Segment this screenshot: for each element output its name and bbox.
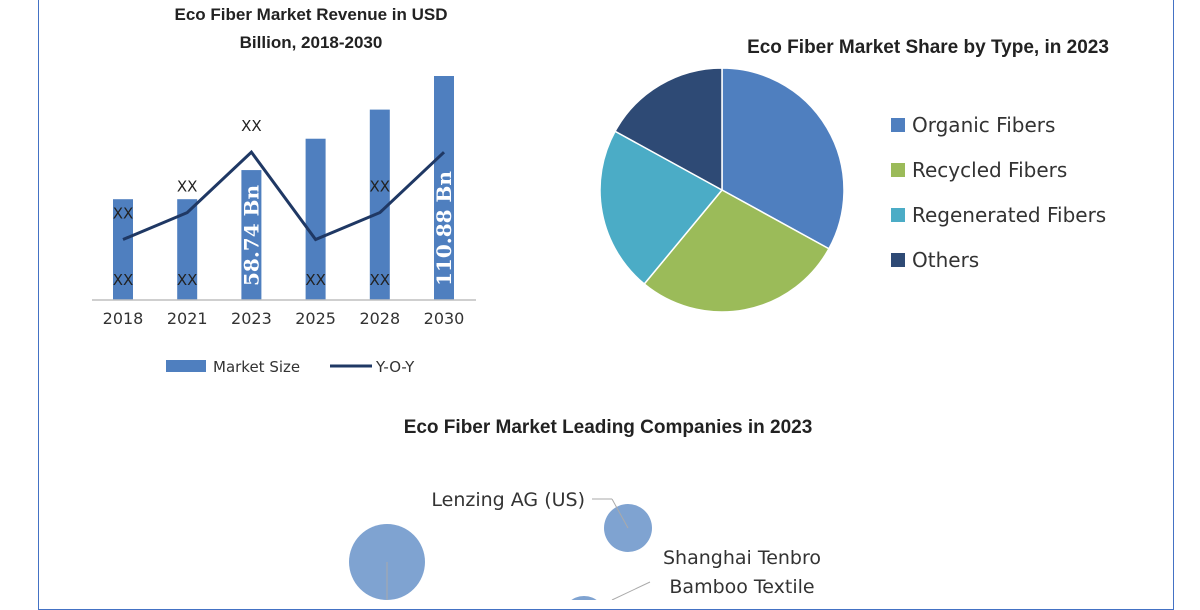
pie-legend-swatch-others [891, 253, 905, 267]
bar-label-2021: XX [177, 271, 198, 289]
x-tick-2021: 2021 [167, 309, 208, 328]
bar-2023 [241, 170, 262, 300]
company-label-shanghai-line2: Bamboo Textile [669, 576, 814, 598]
bar-value-label-2023: 58.74 Bn [239, 185, 263, 286]
legend-market-size-swatch [166, 360, 206, 372]
pie-legend-label-others: Others [912, 248, 979, 272]
bar-2021 [177, 199, 198, 300]
pie-legend-label-recycled-fibers: Recycled Fibers [912, 158, 1067, 182]
pie-chart-title: Eco Fiber Market Share by Type, in 2023 [747, 37, 1109, 58]
companies-chart: Eco Fiber Market Leading Companies in 20… [349, 417, 821, 600]
yoy-point-label-2018: XX [113, 205, 134, 223]
bar-label-2028: XX [370, 271, 391, 289]
bar-2028 [369, 109, 390, 300]
x-tick-2030: 2030 [424, 309, 465, 328]
pie-slice-recycled-fibers [643, 189, 830, 313]
bar-label-2025: XX [305, 271, 326, 289]
pie-legend-swatch-regenerated-fibers [891, 208, 905, 222]
pie-legend: Organic Fibers Recycled Fibers Regenerated… [891, 113, 1106, 272]
revenue-legend: Market Size Y-O-Y [166, 358, 415, 376]
pie-legend-swatch-organic-fibers [891, 118, 905, 132]
pie-legend-swatch-recycled-fibers [891, 163, 905, 177]
x-tick-2028: 2028 [359, 309, 400, 328]
legend-yoy-label: Y-O-Y [375, 358, 415, 376]
x-tick-labels: 2018 2021 2023 2025 2028 2030 [103, 309, 465, 328]
legend-market-size-label: Market Size [213, 358, 300, 376]
company-bubble-shanghai [571, 596, 597, 600]
pie-legend-label-regenerated-fibers: Regenerated Fibers [912, 203, 1106, 227]
yoy-line-layer: XX XX XX XX [113, 117, 446, 242]
yoy-point-label-2028: XX [370, 178, 391, 196]
bar-2030 [434, 76, 454, 300]
lenzing-leader-d [611, 498, 629, 529]
bar-value-label-2030: 110.88 Bn [432, 171, 456, 286]
pie-slices [599, 67, 845, 313]
x-tick-2018: 2018 [103, 309, 144, 328]
yoy-point-label-2021: XX [177, 178, 198, 196]
yoy-line [122, 149, 446, 242]
bar-2025 [305, 138, 326, 300]
x-tick-2025: 2025 [295, 309, 336, 328]
revenue-chart: Eco Fiber Market Revenue in USD Billion,… [92, 5, 476, 376]
pie-slice-regenerated-fibers [599, 130, 724, 286]
bar-label-2018: XX [113, 271, 134, 289]
company-label-shanghai-line1: Shanghai Tenbro [663, 547, 821, 569]
companies-chart-title: Eco Fiber Market Leading Companies in 20… [404, 417, 813, 438]
yoy-point-label-2023: XX [241, 117, 262, 135]
revenue-chart-title-line2: Billion, 2018-2030 [240, 33, 383, 52]
bars-layer: XX XX 58.74 Bn XX XX 110.88 Bn [113, 76, 456, 300]
bar-2018 [113, 199, 133, 300]
pie-legend-label-organic-fibers: Organic Fibers [912, 113, 1055, 137]
share-pie-chart: Eco Fiber Market Share by Type, in 2023 … [599, 37, 1109, 313]
company-label-lenzing: Lenzing AG (US) [431, 489, 585, 511]
shanghai-leader [611, 581, 651, 600]
x-tick-2023: 2023 [231, 309, 272, 328]
pie-slice-others [614, 67, 723, 192]
pie-slice-organic-fibers [721, 67, 845, 250]
revenue-chart-title-line1: Eco Fiber Market Revenue in USD [174, 5, 447, 24]
